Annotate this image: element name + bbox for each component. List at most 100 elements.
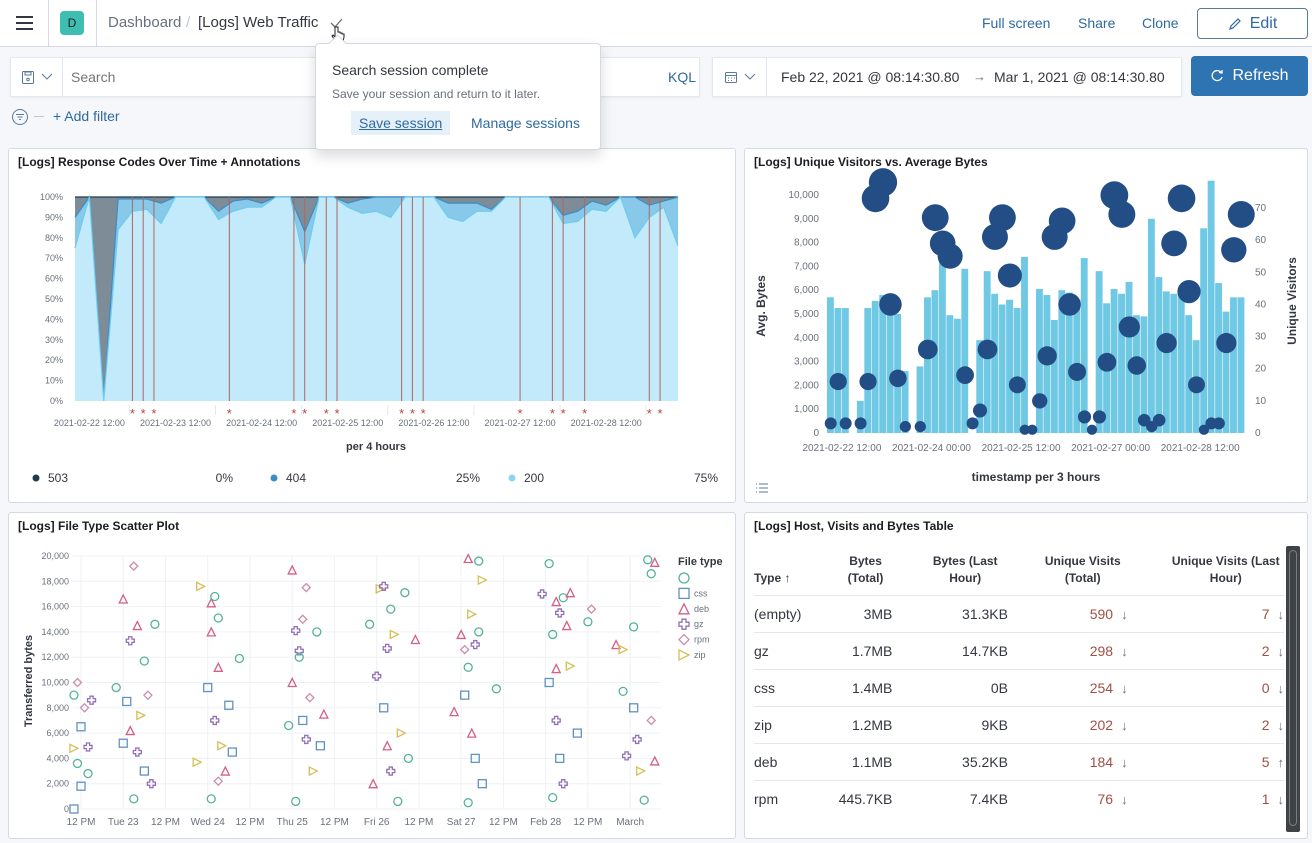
bubble xyxy=(1127,356,1147,375)
cell-visits-last-hour: 2 ↓ xyxy=(1127,706,1284,744)
scatter-point xyxy=(463,553,474,564)
date-picker: Feb 22, 2021 @ 08:14:30.80 → Mar 1, 2021… xyxy=(712,57,1182,97)
date-end[interactable]: Mar 1, 2021 @ 08:14:30.80 xyxy=(994,69,1165,85)
column-header-bytes-total[interactable]: Bytes (Total) xyxy=(847,554,884,585)
legend-toggle-icon[interactable] xyxy=(755,482,769,494)
column-header-visits-last-hour[interactable]: Unique Visits (Last Hour) xyxy=(1171,554,1280,585)
annotation-marker: * xyxy=(561,406,566,421)
full-screen-link[interactable]: Full screen xyxy=(982,15,1051,31)
scatter-point xyxy=(69,743,80,754)
scatter-point xyxy=(206,597,217,608)
scatter-point xyxy=(628,703,639,713)
scatter-point xyxy=(69,690,79,700)
cell-visits-total: 298 ↓ xyxy=(1007,632,1128,670)
bar xyxy=(1118,293,1125,433)
bar xyxy=(991,293,999,433)
legend-label: 503 xyxy=(48,471,68,485)
saved-query-button[interactable] xyxy=(11,58,63,96)
bar xyxy=(1095,271,1103,433)
scrollbar[interactable] xyxy=(1286,546,1300,832)
filter-icon[interactable] xyxy=(11,108,29,126)
pencil-icon xyxy=(1228,17,1241,30)
scatter-point xyxy=(146,779,157,789)
scatter-point xyxy=(213,613,223,623)
bar xyxy=(1065,292,1073,433)
refresh-button[interactable]: Refresh xyxy=(1191,56,1308,96)
scatter-point xyxy=(403,753,414,764)
breadcrumb-separator: / xyxy=(186,14,191,31)
scatter-point xyxy=(210,715,220,726)
bubble xyxy=(1177,279,1201,304)
manage-sessions-button[interactable]: Manage sessions xyxy=(471,115,580,131)
panel-host-table: [Logs] Host, Visits and Bytes Table Type… xyxy=(744,512,1308,839)
bar xyxy=(1006,299,1014,433)
bubble xyxy=(1027,424,1038,435)
bubble xyxy=(1118,316,1140,338)
y-tick-label: 18,000 xyxy=(41,576,69,586)
x-tick-label: 2021-02-23 12:00 xyxy=(140,418,211,428)
scatter-point xyxy=(467,609,478,620)
space-avatar[interactable]: D xyxy=(60,11,84,35)
top-header: D Dashboard / [Logs] Web Traffic Full sc… xyxy=(0,0,1312,47)
scatter-point xyxy=(76,722,86,732)
edit-button[interactable]: Edit xyxy=(1197,8,1308,39)
scatter-point xyxy=(301,734,311,745)
kql-button[interactable]: KQL xyxy=(668,69,697,85)
y-tick-label: 5,000 xyxy=(794,309,819,320)
bubble xyxy=(966,417,979,430)
series-200-line xyxy=(74,195,679,402)
cell-type: (empty) xyxy=(754,595,839,633)
bar xyxy=(1222,311,1230,433)
scatter-point xyxy=(544,677,554,688)
annotation-marker: * xyxy=(399,406,404,421)
bar xyxy=(834,308,842,433)
bubble xyxy=(1048,207,1076,235)
bar xyxy=(879,294,887,433)
scatter-point xyxy=(466,727,477,738)
scatter-point xyxy=(555,753,565,764)
breadcrumb-dashboard[interactable]: Dashboard xyxy=(108,14,182,31)
menu-icon[interactable] xyxy=(16,16,33,30)
y-tick-label: 70% xyxy=(45,253,63,263)
bubble xyxy=(1221,237,1247,263)
y-tick-label: 30% xyxy=(45,335,63,345)
cell-bytes-last-hour: 0B xyxy=(892,669,1008,707)
column-header-type[interactable]: Type ↑ xyxy=(754,571,791,585)
x-tick-label: 2021-02-25 12:00 xyxy=(982,443,1061,454)
edit-label: Edit xyxy=(1249,14,1278,32)
legend-dot xyxy=(270,474,278,482)
add-filter-button[interactable]: + Add filter xyxy=(53,108,120,124)
x-tick-label: 2021-02-25 12:00 xyxy=(312,418,383,428)
column-header-visits-total[interactable]: Unique Visits (Total) xyxy=(1044,554,1121,585)
clone-link[interactable]: Clone xyxy=(1142,15,1179,31)
legend-marker xyxy=(678,648,691,662)
trend-down-icon: ↓ xyxy=(1121,644,1128,659)
scatter-point xyxy=(379,703,389,713)
y-tick-label: 6,000 xyxy=(46,728,69,738)
date-start[interactable]: Feb 22, 2021 @ 08:14:30.80 xyxy=(781,69,960,85)
column-header-bytes-last-hour[interactable]: Bytes (Last Hour) xyxy=(932,554,998,585)
x-tick-label: 12 PM xyxy=(320,817,349,828)
cell-type: zip xyxy=(754,706,839,744)
bar xyxy=(871,300,879,433)
legend-label: zip xyxy=(694,650,706,660)
series-200-area xyxy=(75,197,678,401)
share-link[interactable]: Share xyxy=(1078,15,1116,31)
legend-label: rpm xyxy=(694,635,710,645)
bubble xyxy=(1156,332,1177,354)
bar xyxy=(938,259,946,433)
scatter-point xyxy=(139,766,150,776)
bar xyxy=(1170,293,1178,433)
scatter-point xyxy=(210,591,220,602)
scatter-point xyxy=(639,795,649,805)
quick-menu-button[interactable] xyxy=(713,58,767,96)
scatter-point xyxy=(297,614,308,625)
bubble xyxy=(1019,424,1030,435)
scatter-point xyxy=(203,682,213,693)
bubble xyxy=(854,417,867,430)
scatter-point xyxy=(460,690,470,700)
legend-marker xyxy=(678,587,690,600)
scatter-point xyxy=(86,695,97,705)
save-session-button[interactable]: Save session xyxy=(351,111,451,135)
scatter-point xyxy=(372,671,382,681)
